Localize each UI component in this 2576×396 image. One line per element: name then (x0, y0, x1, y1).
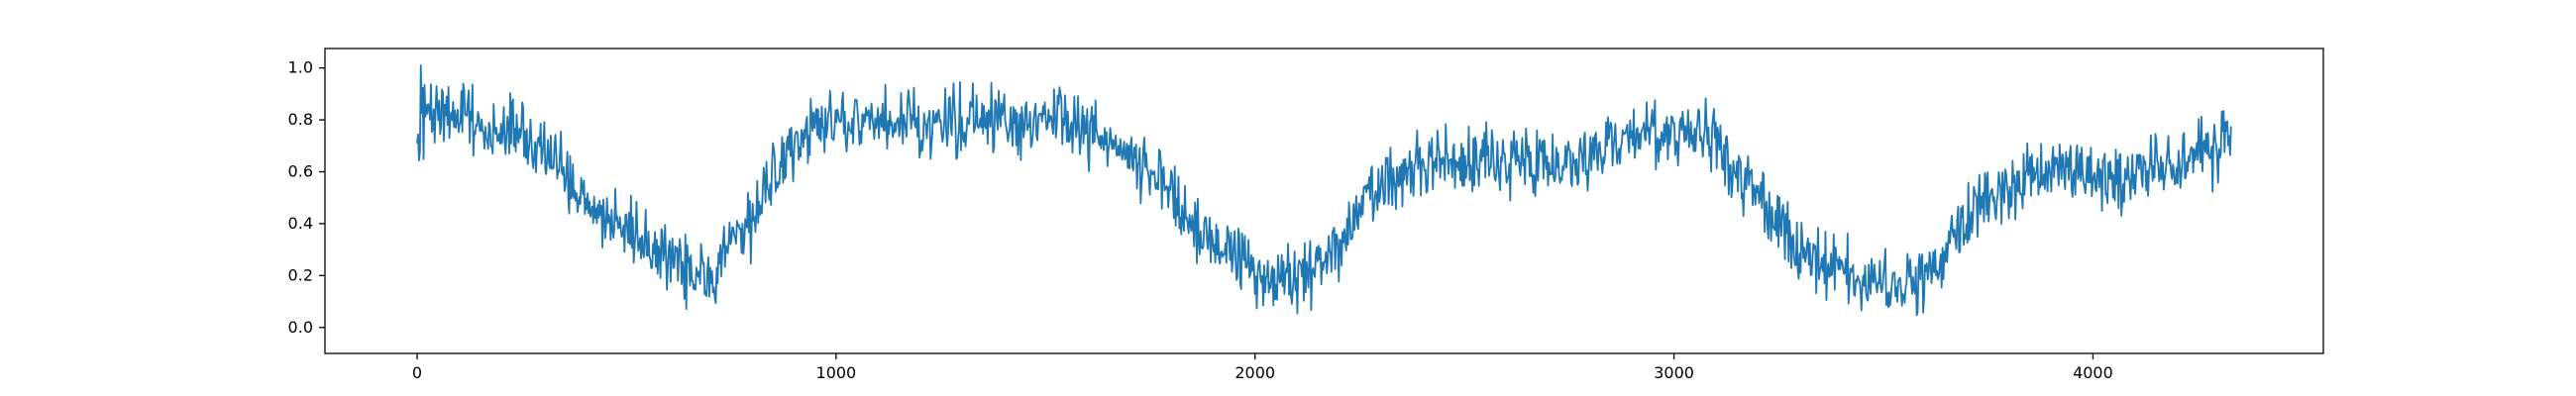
plot-frame (324, 48, 2324, 354)
series-layer (416, 64, 2232, 317)
x-tick-label: 3000 (1654, 363, 1694, 382)
x-tick-label: 2000 (1234, 363, 1275, 382)
y-axis: 0.0 0.2 0.4 0.6 0.8 1.0 (288, 58, 325, 337)
x-tick-label: 0 (412, 363, 422, 382)
plot-area (324, 48, 2324, 354)
y-tick-label: 1.0 (288, 58, 313, 77)
x-tick-label: 1000 (816, 363, 857, 382)
y-tick-label: 0.0 (288, 318, 313, 337)
y-tick-label: 0.4 (288, 214, 313, 233)
x-tick-label: 4000 (2073, 363, 2113, 382)
y-tick-label: 0.2 (288, 265, 313, 284)
series-line (416, 64, 2232, 317)
x-axis: 0 1000 2000 3000 4000 (412, 353, 2113, 382)
y-tick-label: 0.8 (288, 110, 313, 129)
y-tick-label: 0.6 (288, 162, 313, 181)
